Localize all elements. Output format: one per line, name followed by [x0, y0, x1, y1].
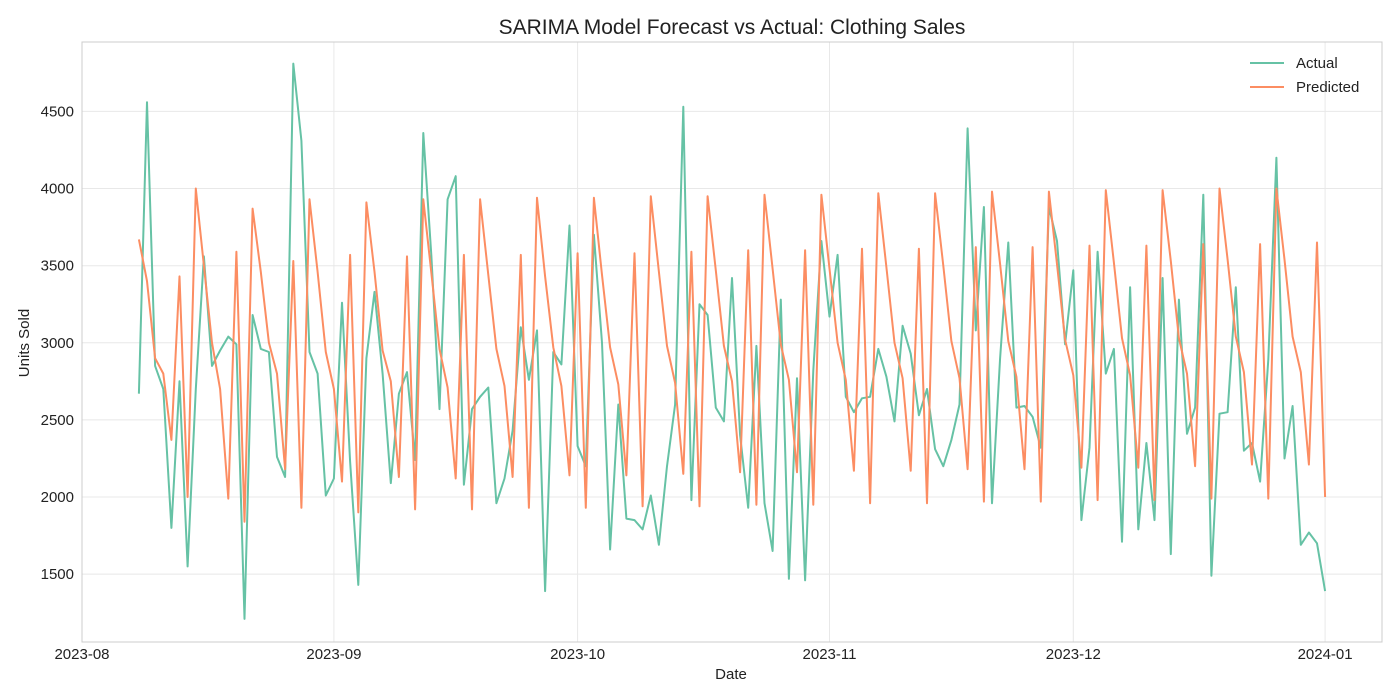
x-tick-label: 2023-11: [803, 646, 857, 663]
series-line-predicted: [137, 187, 1327, 523]
y-tick-label: 1500: [41, 566, 74, 583]
x-axis-label: Date: [715, 666, 747, 683]
y-axis-label: Units Sold: [16, 309, 33, 377]
grid: [81, 42, 1382, 642]
x-tick-label: 2023-12: [1046, 646, 1101, 663]
chart-title: SARIMA Model Forecast vs Actual: Clothin…: [499, 16, 966, 39]
legend-label-actual: Actual: [1296, 55, 1338, 72]
series-line-actual: [137, 62, 1327, 620]
x-tick-label: 2023-09: [306, 646, 361, 663]
series-lines: [137, 62, 1327, 620]
x-tick-label: 2024-01: [1298, 646, 1353, 663]
tick-labels: 1500 2000 2500 3000 3500 4000 4500 2023-08 2023-…: [41, 103, 1353, 663]
legend-label-predicted: Predicted: [1296, 79, 1359, 96]
y-tick-label: 2000: [41, 489, 74, 506]
plot-frame: [81, 41, 1383, 643]
y-tick-label: 4500: [41, 103, 74, 120]
y-tick-label: 3000: [41, 335, 74, 352]
x-tick-label: 2023-08: [54, 646, 109, 663]
y-tick-label: 3500: [41, 258, 74, 275]
x-tick-label: 2023-10: [550, 646, 605, 663]
y-tick-label: 2500: [41, 412, 74, 429]
y-tick-label: 4000: [41, 181, 74, 198]
legend: Actual Predicted: [1250, 55, 1359, 96]
